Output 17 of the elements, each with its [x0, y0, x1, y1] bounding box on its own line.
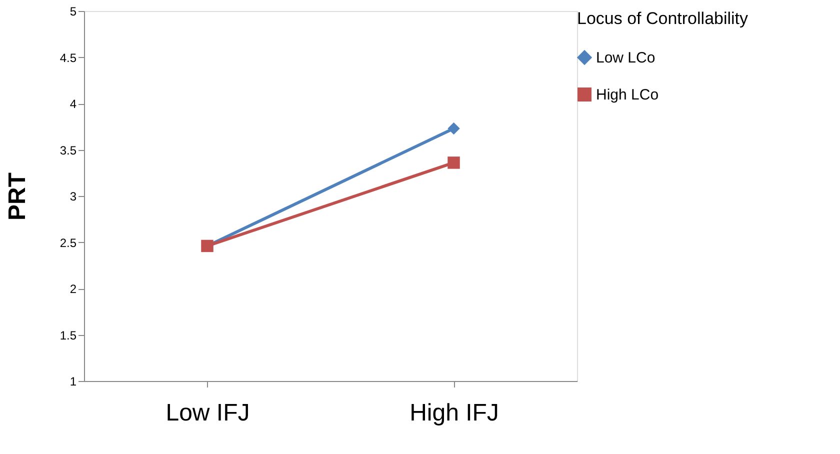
y-tick-label: 3.5: [60, 143, 77, 158]
x-tick-label: Low IFJ: [166, 400, 250, 426]
legend-label: Low LCo: [596, 50, 656, 66]
point: [448, 122, 460, 135]
y-tick-label: 1: [70, 374, 77, 388]
y-tick-label: 2.5: [60, 236, 77, 250]
y-tick-label: 4.5: [60, 50, 77, 65]
x-tick-label: High IFJ: [410, 400, 499, 426]
y-tick-label: 3: [70, 190, 77, 204]
y-tick-label: 4: [70, 97, 77, 111]
y-tick-label: 5: [70, 4, 77, 18]
y-tick-label: 2: [70, 282, 77, 296]
y-axis-title: PRT: [4, 172, 31, 220]
legend-title: Locus of Controllability: [577, 9, 749, 28]
legend-label: High LCo: [596, 86, 659, 104]
point: [448, 156, 460, 169]
y-tick-label: 1.5: [60, 328, 77, 342]
